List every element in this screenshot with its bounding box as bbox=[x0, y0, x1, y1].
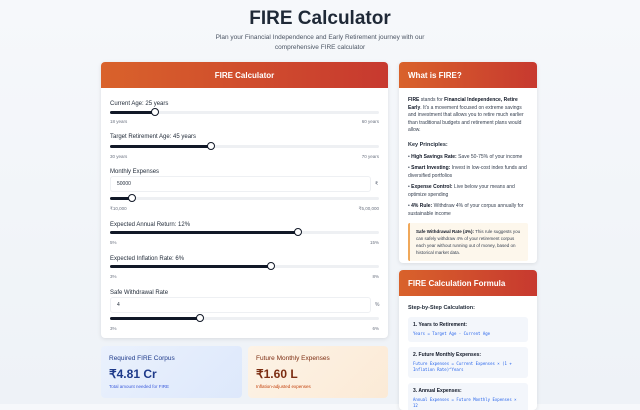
slider-thumb[interactable] bbox=[127, 194, 136, 202]
about-header: What is FIRE? bbox=[399, 62, 537, 88]
about-title: What is FIRE? bbox=[408, 70, 462, 80]
result-title: Future Monthly Expenses bbox=[256, 355, 330, 362]
result-value: ₹4.81 Cr bbox=[109, 367, 157, 381]
about-card: What is FIRE? FIRE stands for Financial … bbox=[399, 62, 537, 263]
future-expenses-card: Future Monthly Expenses ₹1.60 L Inflatio… bbox=[248, 346, 388, 398]
monthly_expenses-label: Monthly Expenses bbox=[110, 169, 160, 175]
slider-thumb[interactable] bbox=[206, 142, 215, 150]
result-subtitle: Inflation-adjusted expenses bbox=[256, 384, 311, 389]
principles-title: Key Principles: bbox=[408, 141, 448, 148]
slider-fill bbox=[110, 317, 200, 320]
retirement_age-slider[interactable] bbox=[110, 142, 379, 150]
inflation-slider[interactable] bbox=[110, 262, 379, 270]
formula-title: FIRE Calculation Formula bbox=[408, 278, 506, 288]
principle-item: High Savings Rate: Save 50-75% of your i… bbox=[408, 154, 528, 162]
withdrawal-slider[interactable] bbox=[110, 314, 379, 322]
formula-card: FIRE Calculation Formula Step-by-Step Ca… bbox=[399, 270, 537, 410]
step-formula: Years = Target Age - Current Age bbox=[413, 331, 491, 336]
annual_return-slider[interactable] bbox=[110, 228, 379, 236]
slider-fill bbox=[110, 231, 299, 234]
slider-thumb[interactable] bbox=[195, 314, 204, 322]
page-title: FIRE Calculator bbox=[249, 8, 391, 29]
max-label: 15% bbox=[369, 240, 379, 245]
slider-fill bbox=[110, 111, 155, 114]
step-title: 2. Future Monthly Expenses: bbox=[413, 352, 482, 358]
min-label: 18 years bbox=[110, 119, 128, 124]
max-label: 8% bbox=[372, 274, 379, 279]
max-label: 60 years bbox=[361, 119, 379, 124]
slider-fill bbox=[110, 265, 272, 268]
formula-step: 2. Future Monthly Expenses: Future Expens… bbox=[408, 347, 528, 378]
monthly_expenses-input[interactable]: 50000 bbox=[110, 176, 371, 192]
step-title: 1. Years to Retirement: bbox=[413, 322, 468, 328]
monthly_expenses-unit: ₹ bbox=[375, 181, 379, 187]
current_age-slider[interactable] bbox=[110, 108, 379, 116]
max-label: 6% bbox=[372, 326, 379, 331]
result-subtitle: Total amount needed for FIRE bbox=[109, 384, 170, 389]
withdrawal-note: Safe Withdrawal Rate (4%): This rule sug… bbox=[408, 223, 528, 261]
inflation-label: Expected Inflation Rate: 6% bbox=[110, 256, 185, 262]
calculator-header: FIRE Calculator bbox=[101, 62, 388, 88]
calculator-card: FIRE Calculator Current Age: 25 years 18 … bbox=[101, 62, 388, 338]
principles-list: High Savings Rate: Save 50-75% of your i… bbox=[408, 154, 528, 219]
slider-fill bbox=[110, 145, 211, 148]
monthly_expenses-slider[interactable] bbox=[110, 194, 379, 202]
current_age-label: Current Age: 25 years bbox=[110, 101, 169, 107]
min-label: 30 years bbox=[110, 154, 128, 159]
withdrawal-input[interactable]: 4 bbox=[110, 297, 371, 313]
formula-step: 3. Annual Expenses: Annual Expenses = Fut… bbox=[408, 383, 528, 410]
min-label: ₹10,000 bbox=[110, 206, 127, 211]
calculator-title: FIRE Calculator bbox=[214, 70, 275, 80]
fire-corpus-card: Required FIRE Corpus ₹4.81 Cr Total amou… bbox=[101, 346, 242, 398]
annual_return-label: Expected Annual Return: 12% bbox=[110, 222, 191, 228]
result-value: ₹1.60 L bbox=[256, 367, 298, 381]
result-title: Required FIRE Corpus bbox=[109, 355, 175, 362]
about-intro: FIRE stands for Financial Independence, … bbox=[408, 97, 524, 133]
retirement_age-label: Target Retirement Age: 45 years bbox=[110, 134, 197, 140]
max-label: ₹5,00,000 bbox=[358, 206, 379, 211]
min-label: 3% bbox=[110, 274, 117, 279]
slider-fill bbox=[110, 197, 132, 200]
principle-item: Smart Investing: Invest in low-cost inde… bbox=[408, 165, 528, 180]
max-label: 70 years bbox=[361, 154, 379, 159]
withdrawal-unit: % bbox=[375, 302, 380, 308]
slider-thumb[interactable] bbox=[267, 262, 276, 270]
step-title: 3. Annual Expenses: bbox=[413, 388, 462, 394]
formula-header: FIRE Calculation Formula bbox=[399, 270, 537, 296]
min-label: 5% bbox=[110, 240, 117, 245]
step-formula: Annual Expenses = Future Monthly Expense… bbox=[413, 397, 517, 408]
page-subtitle: Plan your Financial Independence and Ear… bbox=[215, 34, 425, 51]
principle-item: Expense Control: Live below your means a… bbox=[408, 184, 528, 199]
withdrawal-label: Safe Withdrawal Rate bbox=[110, 290, 169, 296]
slider-thumb[interactable] bbox=[294, 228, 303, 236]
slider-thumb[interactable] bbox=[150, 108, 159, 116]
formula-step: 1. Years to Retirement: Years = Target Ag… bbox=[408, 317, 528, 342]
step-formula: Future Expenses = Current Expenses × (1 … bbox=[413, 361, 512, 372]
principle-item: 4% Rule: Withdraw 4% of your corpus annu… bbox=[408, 203, 528, 218]
formula-subtitle: Step-by-Step Calculation: bbox=[408, 305, 475, 311]
min-label: 3% bbox=[110, 326, 117, 331]
